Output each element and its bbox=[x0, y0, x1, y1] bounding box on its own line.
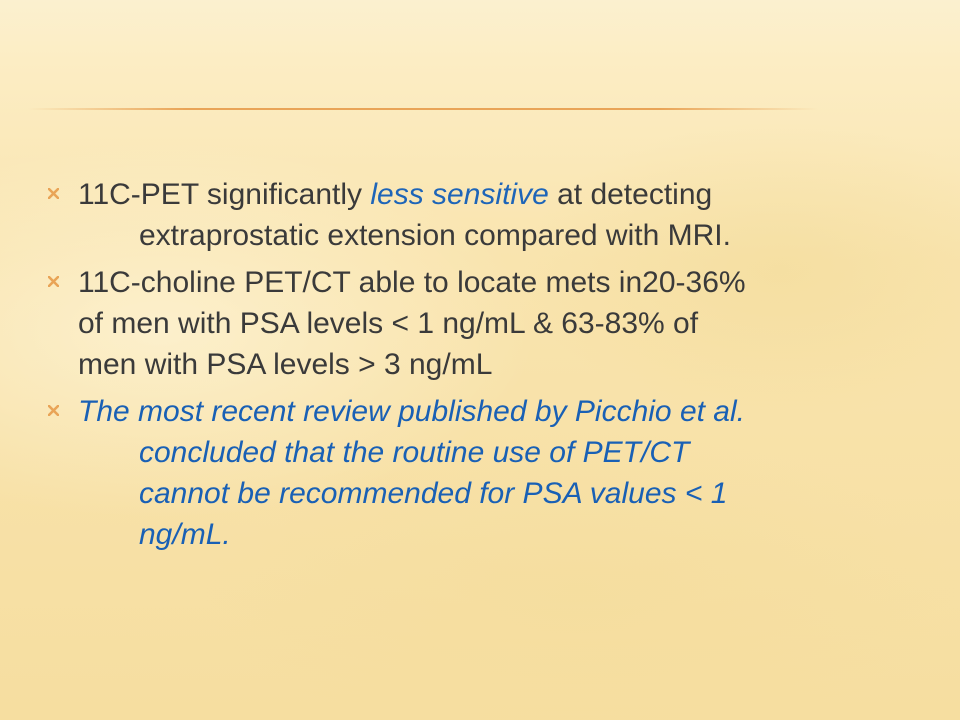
bullet-line: extraprostatic extension compared with M… bbox=[139, 219, 731, 252]
x-mark-icon bbox=[44, 174, 64, 215]
bullet-line: 11C-PET significantly less sensitive at … bbox=[78, 174, 930, 215]
bullet-list: 11C-PET significantly less sensitive at … bbox=[40, 174, 930, 561]
bullet-item: The most recent review published by Picc… bbox=[40, 391, 930, 555]
background-glow bbox=[520, 120, 960, 420]
bullet-line: ng/mL. bbox=[139, 518, 231, 551]
bullet-line: The most recent review published by Picc… bbox=[78, 395, 745, 428]
bullet-line: men with PSA levels > 3 ng/mL bbox=[78, 348, 493, 381]
bullet-line: 11C-choline PET/CT able to locate mets i… bbox=[78, 266, 746, 299]
emphasis-text: less sensitive bbox=[370, 178, 549, 211]
x-mark-icon bbox=[44, 391, 64, 432]
x-mark-icon bbox=[44, 262, 64, 303]
bullet-text: 11C-PET significantly bbox=[78, 178, 371, 211]
bullet-text: at detecting bbox=[548, 178, 713, 211]
background-glow bbox=[200, 430, 960, 720]
title-divider bbox=[28, 108, 818, 110]
bullet-item: 11C-PET significantly less sensitive at … bbox=[40, 174, 930, 256]
bullet-line: cannot be recommended for PSA values < 1 bbox=[139, 477, 728, 510]
bullet-line: concluded that the routine use of PET/CT bbox=[139, 436, 690, 469]
bullet-item: 11C-choline PET/CT able to locate mets i… bbox=[40, 262, 930, 385]
bullet-line: of men with PSA levels < 1 ng/mL & 63-83… bbox=[78, 307, 699, 340]
